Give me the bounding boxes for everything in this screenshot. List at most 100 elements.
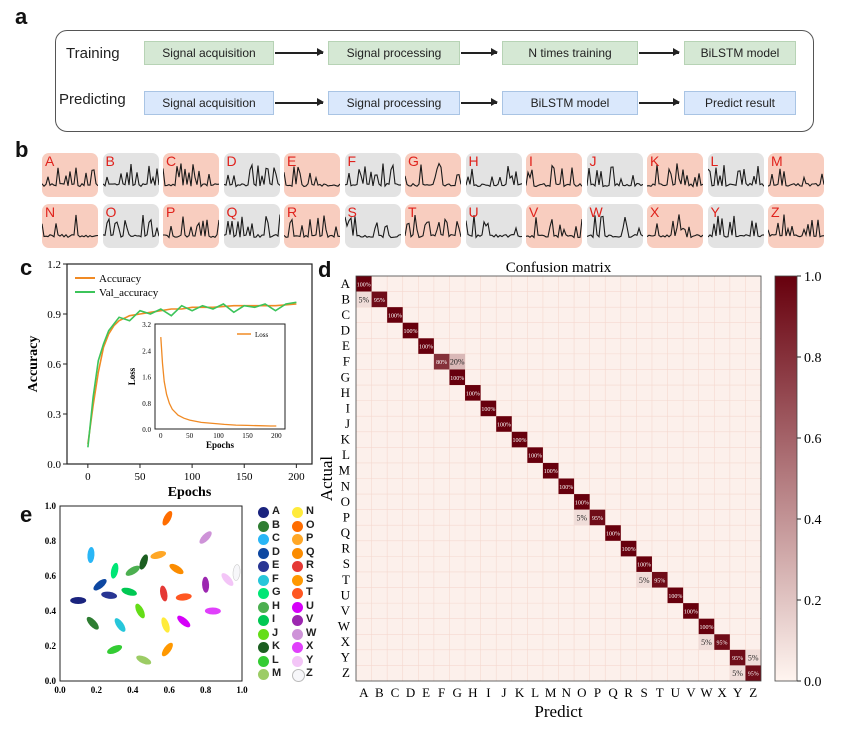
signal-line	[223, 162, 280, 188]
matrix-cell	[745, 665, 761, 681]
x-axis-label: Predict	[534, 702, 582, 718]
legend-label: S	[306, 572, 314, 585]
cell-value-label: 100%	[450, 376, 464, 382]
signal-letter-label: X	[650, 204, 660, 220]
matrix-cell	[667, 587, 684, 604]
cell-value-label: 80%	[436, 360, 447, 366]
signal-tile-f: F	[344, 153, 401, 197]
col-tick-label: C	[391, 685, 400, 700]
cluster-p	[150, 551, 167, 559]
signal-letter-label: V	[529, 204, 539, 220]
matrix-cell	[698, 618, 715, 635]
cluster-r	[159, 585, 168, 602]
row-tick-label: X	[341, 634, 351, 649]
inset-y-tick-label: 0.0	[142, 426, 151, 434]
matrix-cell	[745, 649, 761, 666]
cluster-o	[162, 510, 173, 526]
x-tick-label: 0.0	[54, 685, 66, 695]
workflow-flowchart: Training Predicting Signal acquisition S…	[55, 30, 814, 132]
col-tick-label: Y	[733, 685, 743, 700]
legend-marker	[292, 534, 303, 545]
row-tick-label: H	[341, 385, 350, 400]
y-tick-label: 0.0	[45, 676, 57, 686]
col-tick-label: R	[624, 685, 633, 700]
col-tick-label: E	[422, 685, 430, 700]
legend-marker	[258, 615, 269, 626]
col-tick-label: B	[375, 685, 384, 700]
legend-marker	[292, 615, 303, 626]
legend-marker	[292, 547, 303, 559]
legend-marker	[292, 507, 303, 518]
colorbar-tick-label: 0.4	[804, 513, 822, 528]
predicting-step-2: Signal processing	[328, 91, 460, 115]
cluster-n	[161, 617, 170, 633]
col-tick-label: W	[700, 685, 713, 700]
x-tick-label: 50	[134, 471, 146, 483]
inset-y-tick-label: 0.8	[142, 400, 151, 408]
legend-marker	[292, 574, 303, 586]
cell-value-label: 95%	[748, 672, 759, 678]
legend-label: P	[306, 532, 314, 544]
col-tick-label: L	[531, 685, 539, 700]
col-tick-label: G	[453, 685, 462, 700]
signal-letter-label: Z	[771, 204, 780, 220]
panel-label-b: b	[15, 137, 29, 162]
x-tick-label: 0.2	[91, 685, 103, 695]
legend-label: M	[272, 667, 282, 679]
signal-tile-r: R	[284, 204, 340, 248]
matrix-cell	[683, 603, 699, 619]
inset-y-axis-label: Loss	[127, 367, 137, 385]
signal-letter-label: N	[45, 204, 56, 220]
arrow-icon	[639, 99, 680, 105]
cell-value-label: 95%	[654, 578, 665, 584]
matrix-cell	[589, 509, 606, 526]
inset-x-tick-label: 50	[186, 432, 194, 440]
row-tick-label: F	[343, 354, 350, 369]
cell-value-label: 100%	[606, 532, 620, 538]
signal-letter-label: C	[166, 153, 177, 169]
legend-marker	[258, 628, 269, 640]
inset-y-tick-label: 2.4	[142, 347, 151, 355]
signal-line	[768, 168, 824, 187]
col-tick-label: U	[671, 685, 681, 700]
cluster-v	[202, 576, 210, 593]
col-tick-label: S	[641, 685, 648, 700]
inset-frame	[154, 323, 286, 430]
inset-y-tick-label: 3.2	[142, 321, 151, 329]
y-tick-label: 0.8	[45, 536, 57, 546]
cell-value-label: 5%	[701, 638, 712, 647]
y-axis-label: Accuracy	[26, 336, 41, 393]
signal-line	[42, 214, 98, 239]
arrow-icon	[461, 49, 498, 55]
cell-value-label: 5%	[748, 654, 759, 663]
signal-letter-label: F	[347, 153, 357, 169]
colorbar-tick-label: 0.0	[804, 675, 822, 690]
matrix-cell	[605, 525, 621, 541]
cluster-s	[161, 642, 173, 657]
cluster-g	[110, 562, 119, 579]
signal-tile-i: I	[526, 153, 582, 197]
row-tick-label: B	[341, 291, 350, 306]
row-tick-label: R	[341, 541, 350, 556]
signal-waveform	[163, 163, 219, 188]
signal-waveform	[526, 217, 582, 239]
legend-label: Accuracy	[99, 273, 142, 285]
inset-x-tick-label: 100	[213, 432, 224, 440]
matrix-cell	[356, 291, 372, 308]
cluster-w	[199, 531, 212, 544]
y-axis-label: Actual	[320, 456, 336, 502]
signal-tile-q: Q	[223, 204, 280, 248]
matrix-cell	[636, 556, 652, 572]
legend-label: F	[272, 572, 279, 585]
matrix-cell	[729, 665, 746, 681]
matrix-cell	[449, 353, 466, 370]
row-tick-label: G	[341, 369, 350, 384]
matrix-cell	[651, 571, 668, 588]
panel-label-a: a	[15, 4, 28, 29]
signal-line	[344, 216, 401, 239]
legend-label: R	[306, 559, 314, 571]
col-tick-label: I	[486, 685, 490, 700]
cell-value-label: 100%	[419, 345, 433, 351]
row-tick-label: T	[342, 572, 350, 587]
cell-value-label: 100%	[481, 407, 495, 413]
